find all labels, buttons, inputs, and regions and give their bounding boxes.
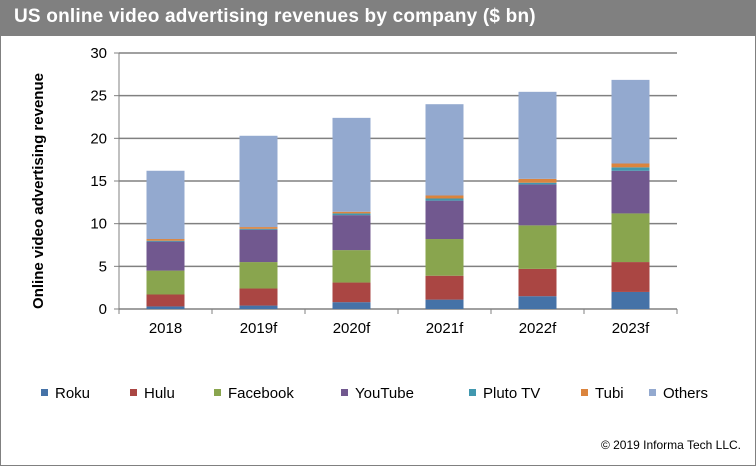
bar-others: [425, 104, 464, 196]
bar-tubi: [611, 163, 650, 168]
bar-hulu: [518, 268, 557, 297]
legend-swatch-pluto-tv: [469, 389, 476, 396]
y-tick-label: 25: [90, 88, 107, 105]
bar-pluto-tv: [332, 213, 371, 216]
y-tick-label: 5: [99, 258, 107, 275]
y-tick-label: 20: [90, 130, 107, 147]
bar-youtube: [332, 215, 371, 251]
x-tick-label: 2023f: [612, 320, 650, 337]
y-tick-label: 0: [99, 301, 107, 318]
legend-label: Pluto TV: [483, 385, 540, 402]
bar-youtube: [611, 170, 650, 214]
bar-roku: [425, 299, 464, 309]
bar-facebook: [239, 262, 278, 289]
bar-pluto-tv: [239, 228, 278, 230]
legend-swatch-hulu: [130, 389, 137, 396]
bar-tubi: [518, 178, 557, 183]
legend-swatch-facebook: [214, 389, 221, 396]
bar-tubi: [332, 211, 371, 214]
bar-hulu: [611, 262, 650, 292]
x-tick-label: 2022f: [519, 320, 557, 337]
bar-others: [239, 135, 278, 228]
bar-pluto-tv: [518, 182, 557, 185]
bar-youtube: [425, 200, 464, 240]
y-tick-label: 30: [90, 45, 107, 62]
legend-label: Facebook: [228, 385, 294, 402]
bar-facebook: [332, 250, 371, 283]
legend-label: Others: [663, 385, 708, 402]
y-tick-label: 15: [90, 173, 107, 190]
bar-tubi: [146, 239, 185, 241]
bar-facebook: [425, 239, 464, 276]
legend-label: Hulu: [144, 385, 175, 402]
x-tick-label: 2018: [149, 320, 182, 337]
legend-swatch-roku: [41, 389, 48, 396]
legend-label: Roku: [55, 385, 90, 402]
bar-roku: [146, 306, 185, 309]
bar-hulu: [146, 294, 185, 307]
legend-swatch-tubi: [581, 389, 588, 396]
legend-label: YouTube: [355, 385, 414, 402]
bar-others: [518, 91, 557, 179]
bar-hulu: [425, 275, 464, 300]
copyright: © 2019 Informa Tech LLC.: [600, 438, 741, 452]
bar-others: [332, 117, 371, 212]
bar-facebook: [611, 213, 650, 263]
bar-facebook: [518, 225, 557, 269]
title-bar: US online video advertising revenues by …: [1, 1, 755, 36]
x-tick-label: 2019f: [240, 320, 278, 337]
bar-pluto-tv: [611, 167, 650, 171]
bar-roku: [611, 291, 650, 309]
bar-others: [146, 170, 185, 240]
x-tick-label: 2021f: [426, 320, 464, 337]
bar-hulu: [332, 282, 371, 303]
bar-pluto-tv: [425, 198, 464, 201]
legend-swatch-others: [649, 389, 656, 396]
bar-roku: [332, 302, 371, 309]
bar-hulu: [239, 288, 278, 306]
legend-label: Tubi: [595, 385, 624, 402]
bar-tubi: [425, 195, 464, 199]
y-axis-label: Online video advertising revenue: [30, 73, 47, 309]
bar-pluto-tv: [146, 240, 185, 242]
bar-youtube: [239, 229, 278, 263]
bar-roku: [239, 305, 278, 309]
x-tick-label: 2020f: [333, 320, 371, 337]
bar-tubi: [239, 227, 278, 229]
bar-roku: [518, 296, 557, 309]
bar-facebook: [146, 270, 185, 295]
bar-youtube: [518, 184, 557, 226]
bar-youtube: [146, 241, 185, 271]
bar-others: [611, 79, 650, 164]
legend-swatch-youtube: [341, 389, 348, 396]
chart-title: US online video advertising revenues by …: [14, 6, 536, 27]
y-tick-label: 10: [90, 216, 107, 233]
